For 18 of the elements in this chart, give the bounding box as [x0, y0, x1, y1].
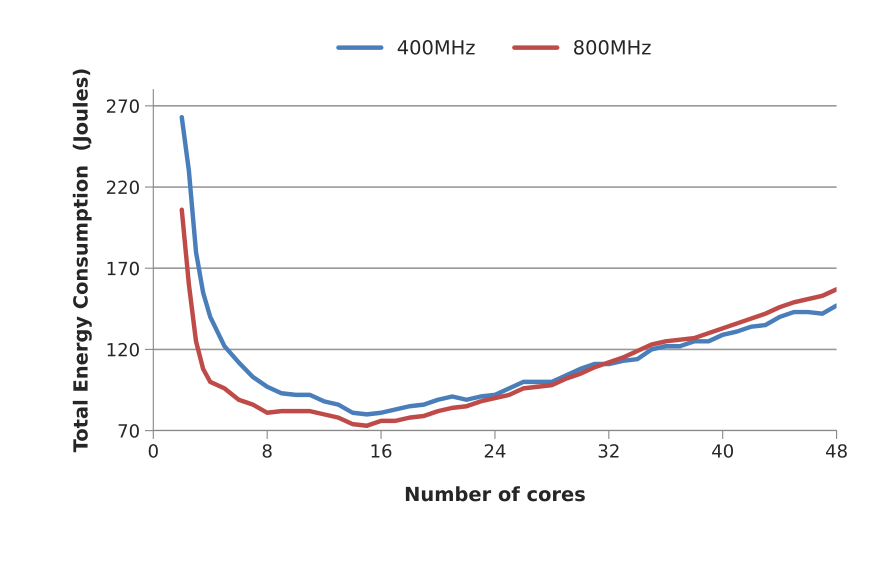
x-tick-label: 32	[598, 444, 618, 458]
y-axis-title: Total Energy Consumption (Joules)	[72, 69, 92, 452]
y-tick-label: 270	[106, 99, 139, 113]
x-tick-label: 24	[484, 444, 506, 458]
x-tick-label: 48	[826, 444, 847, 458]
y-tick-label: 170	[108, 262, 139, 276]
y-tick-label: 220	[106, 180, 139, 194]
y-tick-label: 120	[108, 342, 139, 357]
x-tick-label: 0	[148, 444, 158, 458]
line-series	[180, 208, 837, 428]
x-axis-title: Number of cores	[406, 486, 585, 502]
y-tick-label: 70	[118, 424, 139, 438]
x-tick-label: 16	[372, 444, 392, 458]
legend-label: 400MHz	[398, 40, 475, 55]
x-tick-label: 40	[712, 444, 733, 458]
x-tick-label: 8	[262, 444, 272, 458]
line-series	[180, 114, 837, 417]
legend-label: 800MHz	[574, 40, 651, 55]
